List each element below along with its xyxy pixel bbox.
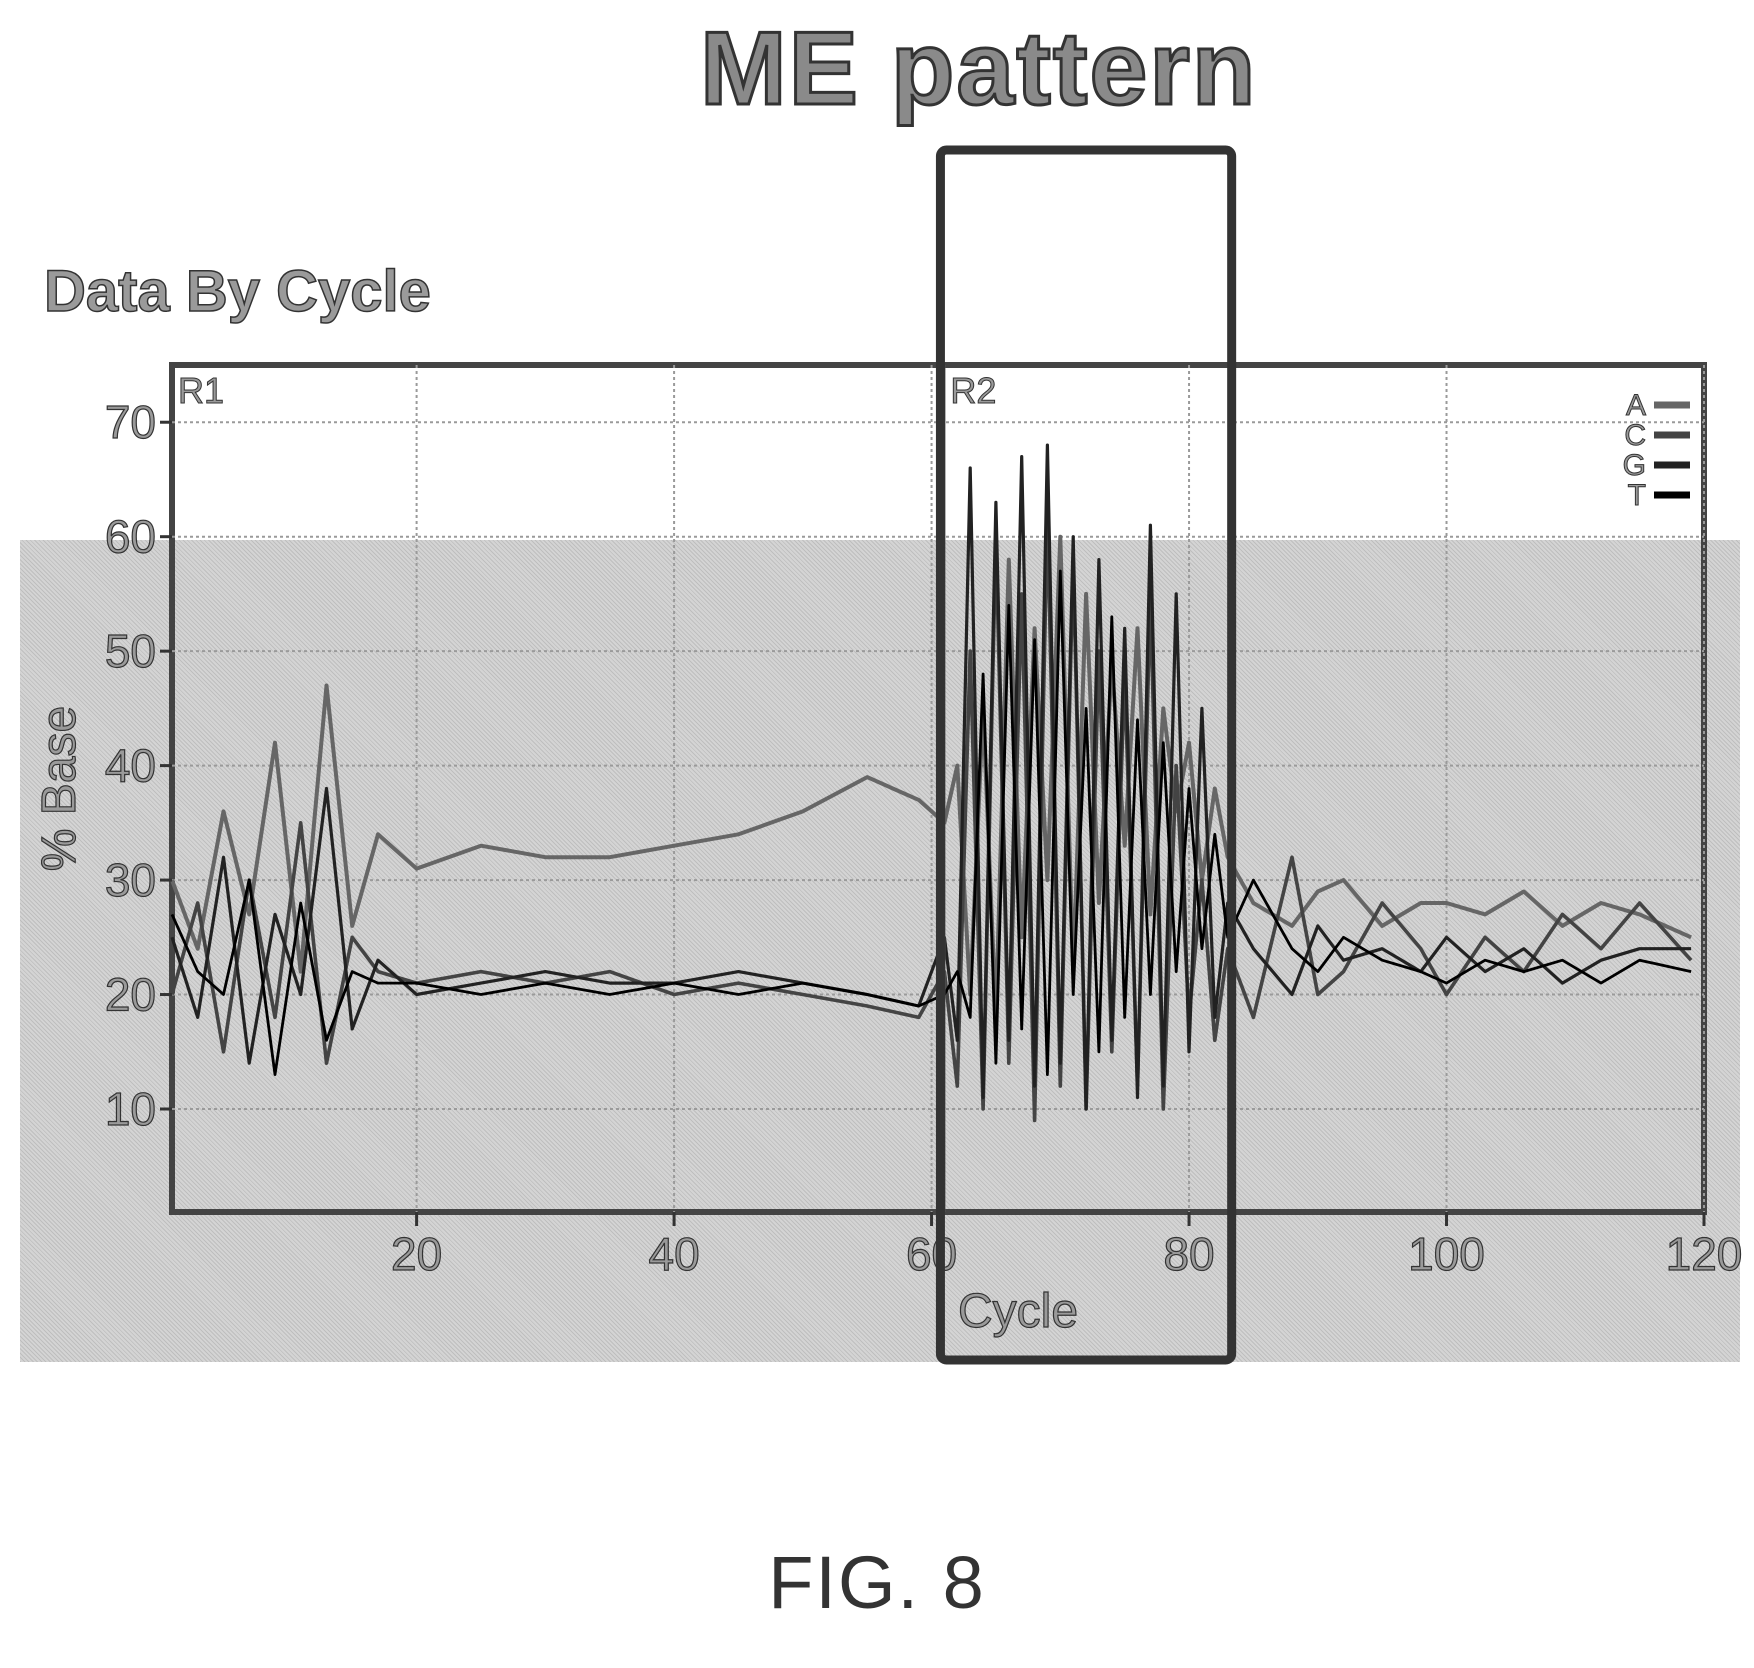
y-tick-label: 60: [105, 511, 156, 563]
series-line-T: [170, 569, 1692, 1076]
x-tick-label: 80: [1163, 1228, 1214, 1280]
chart-title: Data By Cycle: [43, 258, 431, 325]
region-label: R1: [178, 370, 224, 411]
region-labels: R1 R2: [178, 365, 997, 1212]
y-tick-label: 10: [105, 1083, 156, 1135]
legend-label: A: [1626, 389, 1646, 422]
y-tick-label: 30: [105, 854, 156, 906]
y-axis-label: % Base: [33, 706, 86, 871]
legend-label: C: [1624, 419, 1646, 452]
region-label: R2: [950, 370, 996, 411]
x-tick-label: 60: [906, 1228, 957, 1280]
series-line-G: [170, 443, 1692, 1111]
x-tick-label: 100: [1408, 1228, 1485, 1280]
y-tick-label: 70: [105, 396, 156, 448]
me-pattern-highlight-box: [935, 145, 1237, 1365]
x-tick-label: 20: [391, 1228, 442, 1280]
series-line-A: [170, 534, 1692, 1020]
shaded-background: [20, 540, 1740, 1362]
page-title: ME pattern: [699, 10, 1258, 129]
series-lines: [170, 443, 1693, 1123]
y-tick-label: 20: [105, 969, 156, 1021]
y-tick-label: 40: [105, 740, 156, 792]
legend-label: T: [1628, 479, 1646, 512]
y-tick-label: 50: [105, 625, 156, 677]
x-axis-label: Cycle: [958, 1285, 1078, 1338]
x-tick-label: 120: [1666, 1228, 1743, 1280]
y-axis: 10 20 30 40 50 60 70: [104, 396, 172, 1136]
x-tick-label: 40: [648, 1228, 699, 1280]
figure-caption: FIG. 8: [768, 1541, 986, 1624]
legend-label: G: [1623, 449, 1646, 482]
x-axis: 20 40 60 80 100 120: [390, 1212, 1743, 1281]
